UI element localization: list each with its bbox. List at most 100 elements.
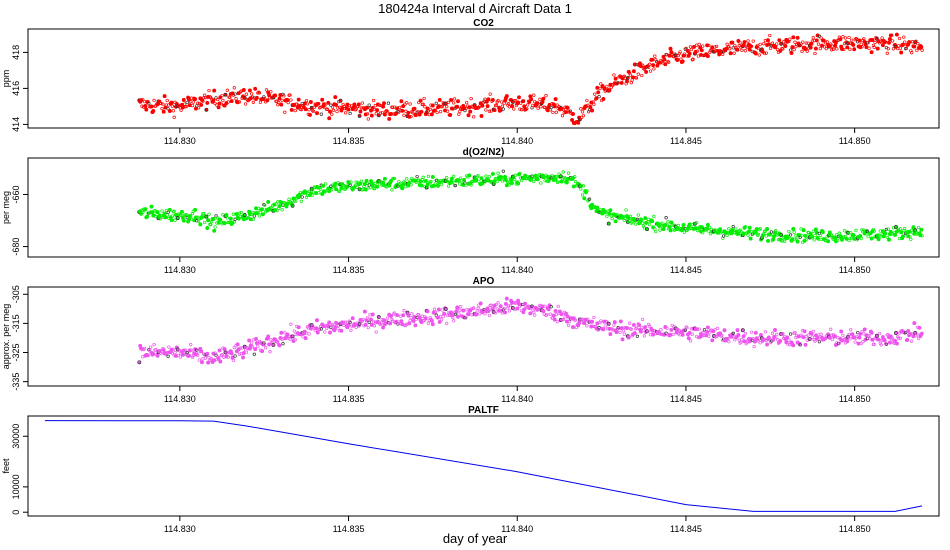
data-point-do2n2 (893, 232, 898, 237)
data-point-apo (277, 343, 282, 348)
data-point-apo (813, 339, 817, 343)
data-point-do2n2 (449, 179, 454, 184)
data-point-apo (315, 330, 320, 335)
data-point-apo (516, 298, 521, 303)
data-point-apo (466, 312, 471, 317)
data-point-do2n2 (368, 185, 372, 190)
y-axis-label-do2n2: per meg (1, 191, 11, 224)
data-point-co2 (529, 97, 534, 102)
data-point-co2 (526, 103, 530, 107)
data-point-co2 (375, 108, 380, 113)
data-point-do2n2 (564, 180, 569, 185)
data-point-apo (603, 324, 607, 328)
data-point-apo (226, 355, 230, 359)
data-point-apo (196, 353, 200, 358)
data-point-apo (614, 330, 619, 335)
data-point-do2n2 (392, 176, 397, 181)
data-point-co2 (697, 42, 701, 47)
data-point-apo (555, 319, 559, 324)
data-point-co2 (740, 48, 744, 52)
data-point-co2 (819, 36, 823, 40)
data-point-apo (784, 340, 789, 345)
data-point-apo (781, 332, 785, 336)
data-point-apo (715, 326, 720, 331)
data-point-co2 (307, 108, 311, 112)
data-point-do2n2 (916, 225, 921, 230)
data-point-co2 (540, 99, 545, 104)
data-point-co2 (536, 106, 540, 110)
data-point-apo (770, 331, 775, 335)
data-point-apo (726, 337, 730, 341)
data-point-co2 (799, 42, 803, 46)
data-point-co2 (365, 112, 370, 116)
y-tick-label-co2: 414 (11, 117, 21, 132)
data-point-co2 (336, 106, 340, 110)
data-point-co2 (689, 47, 694, 52)
data-point-apo (187, 353, 191, 358)
data-point-do2n2 (206, 218, 211, 223)
data-point-apo (759, 333, 763, 337)
data-point-do2n2 (854, 228, 858, 233)
data-point-apo (217, 348, 222, 353)
data-point-co2 (758, 42, 762, 47)
data-point-co2 (866, 41, 870, 45)
data-point-do2n2 (451, 180, 455, 185)
data-point-do2n2 (200, 215, 204, 219)
data-point-do2n2 (886, 227, 890, 231)
data-point-apo (599, 319, 603, 323)
data-point-do2n2 (354, 180, 358, 184)
data-point-co2 (404, 109, 408, 113)
data-point-co2 (898, 46, 903, 50)
data-point-do2n2 (853, 235, 857, 239)
data-point-co2 (199, 102, 204, 107)
data-point-apo (238, 346, 242, 350)
data-point-apo (385, 316, 390, 320)
data-point-apo (705, 325, 710, 330)
data-point-co2 (843, 36, 848, 40)
data-point-apo (443, 307, 448, 311)
data-point-co2 (813, 51, 817, 56)
data-point-do2n2 (898, 227, 903, 231)
data-point-co2 (242, 95, 247, 100)
data-point-do2n2 (257, 214, 262, 218)
data-point-co2 (804, 41, 808, 45)
data-point-do2n2 (872, 229, 876, 233)
data-point-apo (829, 327, 833, 331)
data-point-apo (642, 334, 647, 338)
data-point-co2 (325, 107, 330, 111)
data-point-apo (494, 302, 498, 307)
data-point-co2 (510, 104, 514, 108)
data-point-co2 (762, 51, 767, 56)
data-point-do2n2 (866, 234, 870, 239)
data-point-apo (590, 319, 595, 324)
data-point-do2n2 (650, 219, 655, 224)
data-point-co2 (329, 103, 333, 107)
data-point-co2 (382, 101, 386, 106)
data-point-do2n2 (747, 225, 752, 230)
data-point-co2 (907, 40, 912, 45)
plot-frame-do2n2 (27, 157, 940, 258)
data-point-do2n2 (766, 238, 770, 243)
data-point-do2n2 (826, 239, 831, 244)
data-point-apo (890, 336, 895, 340)
data-point-do2n2 (763, 229, 768, 233)
data-point-apo (422, 319, 426, 323)
data-point-co2 (378, 103, 382, 107)
data-point-do2n2 (701, 231, 705, 235)
data-point-co2 (663, 62, 668, 67)
data-point-do2n2 (630, 220, 634, 224)
data-point-apo (853, 340, 857, 344)
data-point-co2 (151, 109, 156, 113)
data-point-do2n2 (467, 173, 472, 178)
data-point-do2n2 (887, 237, 891, 242)
data-point-co2 (402, 113, 406, 117)
data-point-co2 (170, 104, 175, 108)
data-point-do2n2 (429, 179, 433, 184)
data-point-apo (861, 340, 865, 344)
data-point-apo (640, 325, 644, 330)
data-point-do2n2 (499, 175, 504, 179)
data-point-do2n2 (810, 236, 815, 240)
data-point-apo (791, 343, 796, 348)
data-point-apo (810, 335, 815, 339)
data-point-apo (879, 343, 883, 347)
